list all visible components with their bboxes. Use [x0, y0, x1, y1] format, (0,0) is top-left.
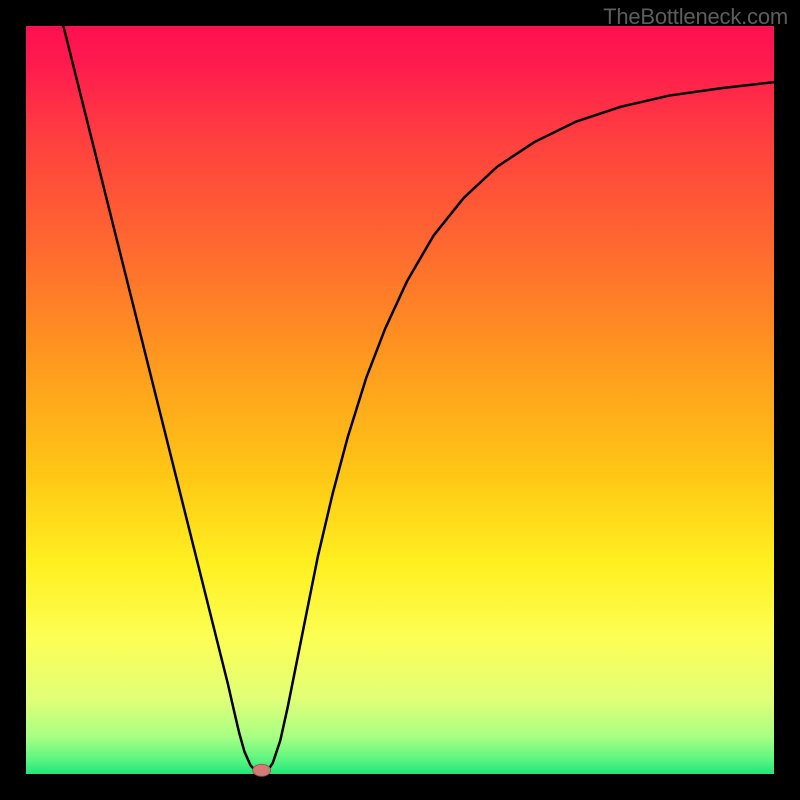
optimal-point-marker [253, 764, 271, 776]
chart-container: TheBottleneck.com [0, 0, 800, 800]
bottleneck-chart [0, 0, 800, 800]
plot-gradient [26, 26, 774, 774]
attribution-watermark: TheBottleneck.com [603, 4, 788, 30]
